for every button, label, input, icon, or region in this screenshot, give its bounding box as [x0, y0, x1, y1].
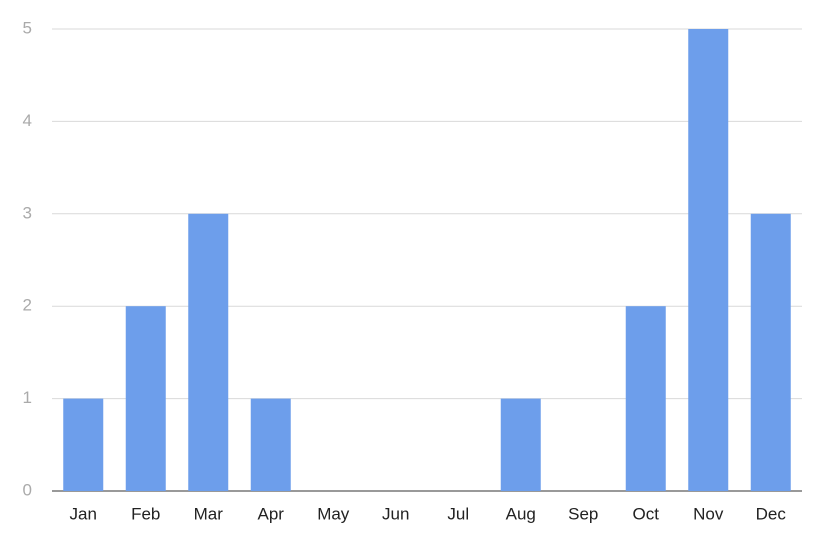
x-tick-label: Jun — [382, 504, 409, 523]
x-tick-label: Jan — [70, 504, 97, 523]
x-tick-label: Feb — [131, 504, 160, 523]
x-tick-label: Nov — [693, 504, 724, 523]
y-tick-label: 0 — [23, 480, 32, 499]
bar — [750, 213, 791, 492]
x-tick-label: May — [317, 504, 350, 523]
y-tick-label: 2 — [23, 296, 32, 315]
y-tick-label: 5 — [23, 18, 32, 37]
y-tick-label: 1 — [23, 388, 32, 407]
bar — [500, 398, 541, 491]
y-tick-label: 3 — [23, 203, 32, 222]
bar — [63, 398, 104, 491]
bar — [188, 213, 229, 492]
x-tick-label: Dec — [756, 504, 787, 523]
x-tick-label: Jul — [447, 504, 469, 523]
bar — [625, 306, 666, 491]
x-tick-label: Aug — [506, 504, 536, 523]
bar — [688, 29, 729, 491]
y-tick-label: 4 — [23, 111, 32, 130]
x-tick-label: Apr — [258, 504, 285, 523]
bar — [250, 398, 291, 491]
x-tick-label: Mar — [194, 504, 224, 523]
bar — [125, 306, 166, 491]
x-tick-label: Oct — [633, 504, 660, 523]
x-tick-label: Sep — [568, 504, 598, 523]
